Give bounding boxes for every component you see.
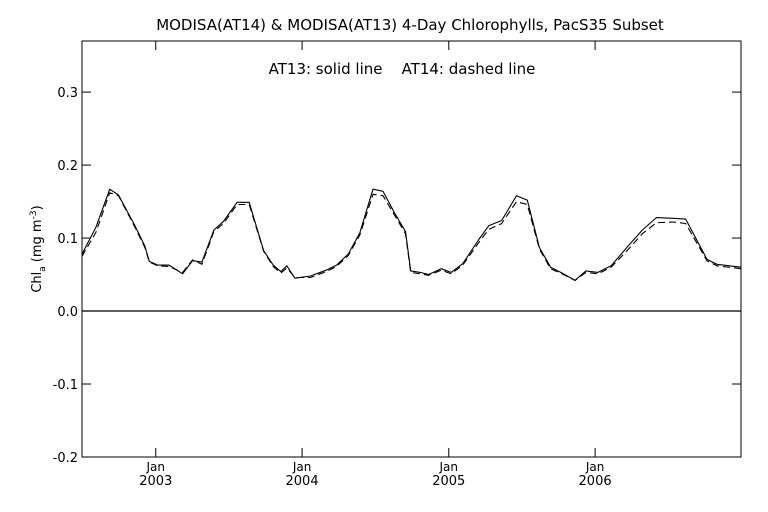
x-tick-label-year: 2003 — [139, 474, 172, 489]
x-tick-label-month: Jan — [585, 460, 605, 474]
y-tick-label: 0.0 — [57, 305, 78, 320]
x-tick-label-year: 2005 — [432, 474, 465, 489]
x-tick-label-year: 2006 — [579, 474, 612, 489]
x-tick-label-month: Jan — [292, 460, 312, 474]
y-tick-label: 0.2 — [57, 159, 78, 174]
y-axis-label-main: Chl — [30, 272, 45, 293]
y-axis: -0.2 -0.1 0.0 0.1 0.2 0.3 — [53, 86, 741, 466]
y-tick-label: 0.3 — [57, 86, 78, 101]
y-tick-label: 0.1 — [57, 232, 78, 247]
y-tick-label: -0.1 — [53, 378, 78, 393]
y-axis-label-close: ) — [30, 205, 45, 210]
y-tick-label: -0.2 — [53, 451, 78, 466]
series-line-at13 — [81, 188, 742, 281]
y-axis-label: Chla (mg m-3) — [29, 205, 48, 292]
x-tick-label-month: Jan — [439, 460, 459, 474]
x-tick-label-month: Jan — [146, 460, 166, 474]
y-axis-label-subscript: a — [38, 266, 48, 272]
x-tick-label-year: 2004 — [286, 474, 319, 489]
series-annotation: AT13: solid line AT14: dashed line — [269, 60, 536, 78]
plot-frame — [81, 40, 742, 458]
series-group — [81, 188, 742, 281]
chart-title: MODISA(AT14) & MODISA(AT13) 4-Day Chloro… — [156, 16, 664, 34]
y-axis-label-superscript: -3 — [29, 210, 39, 219]
series-line-at14 — [81, 192, 742, 281]
y-axis-label-unit: (mg m — [30, 219, 45, 262]
